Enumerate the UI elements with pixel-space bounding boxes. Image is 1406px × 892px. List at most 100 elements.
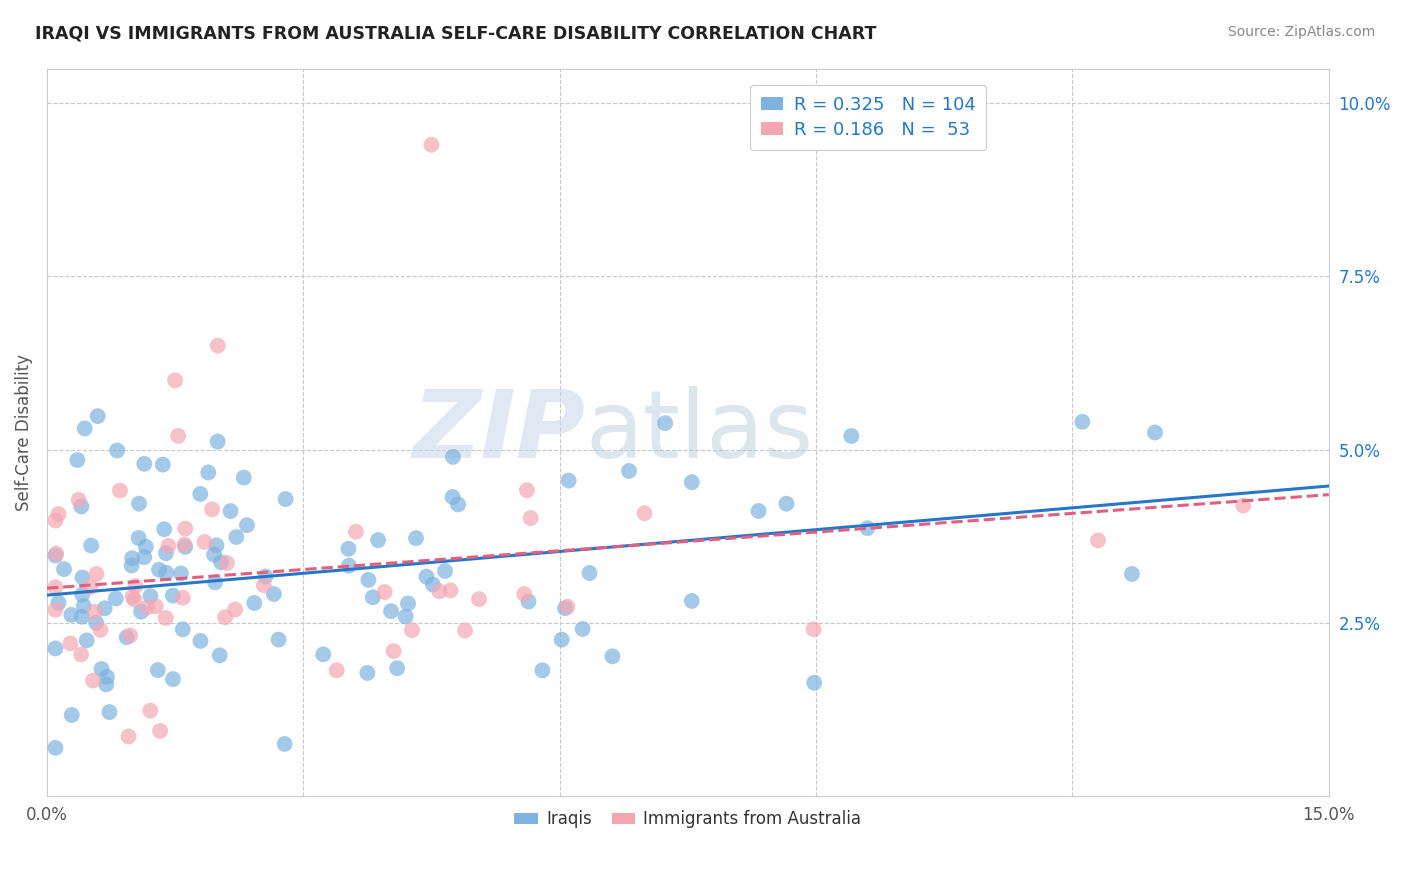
Point [44,549,66,563]
Point [117,730,139,744]
Point [468,592,491,607]
Point [60,708,83,723]
Point [441,450,464,464]
Point [190,634,212,648]
Point [602,649,624,664]
Point [44,603,66,617]
Point [155,611,177,625]
Point [405,531,427,545]
Point [382,644,405,658]
Point [201,502,224,516]
Point [243,596,266,610]
Point [215,556,238,570]
Point [67,492,90,507]
Point [86,409,108,424]
Point [167,429,190,443]
Point [44,580,66,594]
Point [654,416,676,430]
Point [337,558,360,573]
Point [70,500,93,514]
Point [578,566,600,580]
Point [267,632,290,647]
Point [134,550,156,565]
Point [93,601,115,615]
Point [105,443,128,458]
Point [134,457,156,471]
Point [172,623,194,637]
Point [73,421,96,435]
Point [157,539,180,553]
Point [516,483,538,498]
Text: IRAQI VS IMMIGRANTS FROM AUSTRALIA SELF-CARE DISABILITY CORRELATION CHART: IRAQI VS IMMIGRANTS FROM AUSTRALIA SELF-… [35,25,876,43]
Point [104,591,127,606]
Point [135,540,157,554]
Point [121,590,143,604]
Point [207,434,229,449]
Point [395,609,418,624]
Point [1121,566,1143,581]
Point [374,585,396,599]
Point [70,588,93,602]
Point [108,483,131,498]
Point [434,564,457,578]
Point [273,737,295,751]
Point [66,453,89,467]
Point [155,546,177,560]
Point [775,497,797,511]
Point [747,504,769,518]
Point [513,587,536,601]
Point [121,551,143,566]
Text: atlas: atlas [585,386,814,478]
Point [205,538,228,552]
Point [617,464,640,478]
Point [188,487,211,501]
Point [344,524,367,539]
Point [90,662,112,676]
Point [44,514,66,528]
Point [96,677,118,691]
Point [420,137,443,152]
Point [98,705,121,719]
Point [59,636,82,650]
Point [337,541,360,556]
Point [162,589,184,603]
Text: Source: ZipAtlas.com: Source: ZipAtlas.com [1227,25,1375,39]
Point [70,648,93,662]
Point [115,630,138,644]
Point [441,490,464,504]
Point [422,577,444,591]
Point [162,672,184,686]
Point [254,569,277,583]
Point [519,511,541,525]
Point [380,604,402,618]
Point [128,497,150,511]
Point [557,474,579,488]
Point [152,458,174,472]
Point [121,558,143,573]
Point [45,547,67,561]
Point [356,665,378,680]
Y-axis label: Self-Care Disability: Self-Care Disability [15,354,32,511]
Point [263,587,285,601]
Point [531,663,554,677]
Point [53,562,76,576]
Point [856,521,879,535]
Point [120,628,142,642]
Point [1071,415,1094,429]
Point [557,599,579,614]
Point [204,575,226,590]
Point [236,518,259,533]
Point [209,555,232,569]
Point [139,704,162,718]
Point [60,607,83,622]
Point [571,622,593,636]
Point [155,566,177,580]
Point [79,580,101,594]
Point [225,530,247,544]
Point [44,740,66,755]
Point [44,641,66,656]
Point [84,605,107,619]
Point [274,492,297,507]
Point [139,589,162,603]
Point [312,648,335,662]
